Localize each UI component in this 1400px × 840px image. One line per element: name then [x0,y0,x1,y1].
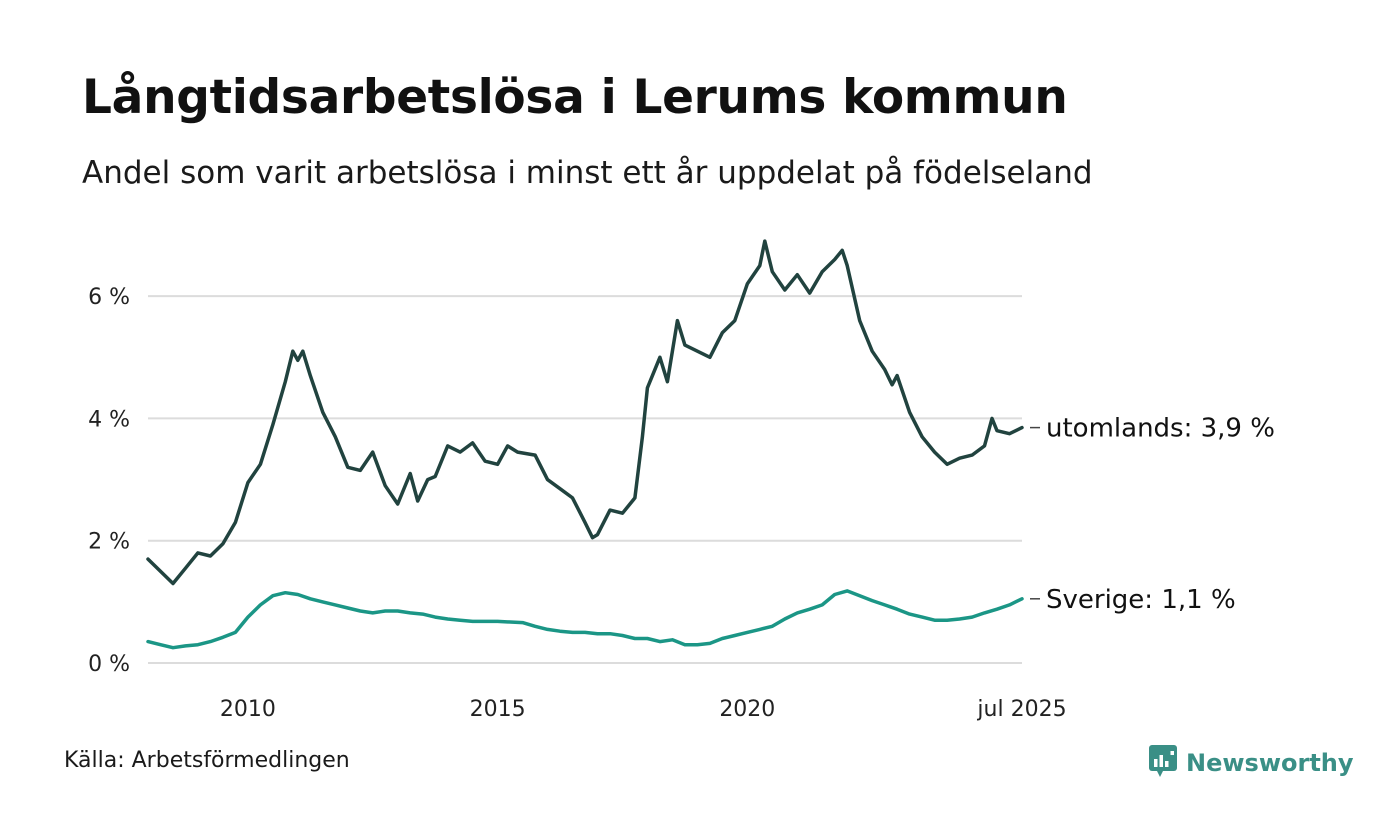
x-tick-label: 2020 [719,697,775,722]
series-line-utomlands [146,239,1024,586]
chart-title: Långtidsarbetslösa i Lerums kommun [82,70,1068,125]
y-tick-label: 6 % [88,285,130,310]
x-tick-label: 2010 [220,697,276,722]
x-axis-ticks: 2010 2015 2020 jul 2025 [220,697,1067,722]
series-line-sverige [146,589,1024,650]
series-lines [146,239,1024,650]
y-tick-label: 0 % [88,652,130,677]
chart-subtitle: Andel som varit arbetslösa i minst ett å… [82,155,1093,191]
series-end-label: Sverige: 1,1 % [1046,585,1236,615]
y-tick-label: 2 % [88,530,130,555]
y-axis-ticks: 0 % 2 % 4 % 6 % [88,285,130,677]
x-tick-label: 2015 [470,697,526,722]
brand-name: Newsworthy [1186,749,1354,777]
gridlines [148,295,1022,664]
newsworthy-brand[interactable]: Newsworthy [1148,744,1354,782]
series-end-labels: utomlands: 3,9 % Sverige: 1,1 % [1030,414,1275,615]
source-note: Källa: Arbetsförmedlingen [64,748,350,773]
y-tick-label: 4 % [88,407,130,432]
series-end-label: utomlands: 3,9 % [1046,414,1275,444]
newsworthy-logo-icon [1148,744,1178,782]
x-tick-label: jul 2025 [976,697,1066,722]
